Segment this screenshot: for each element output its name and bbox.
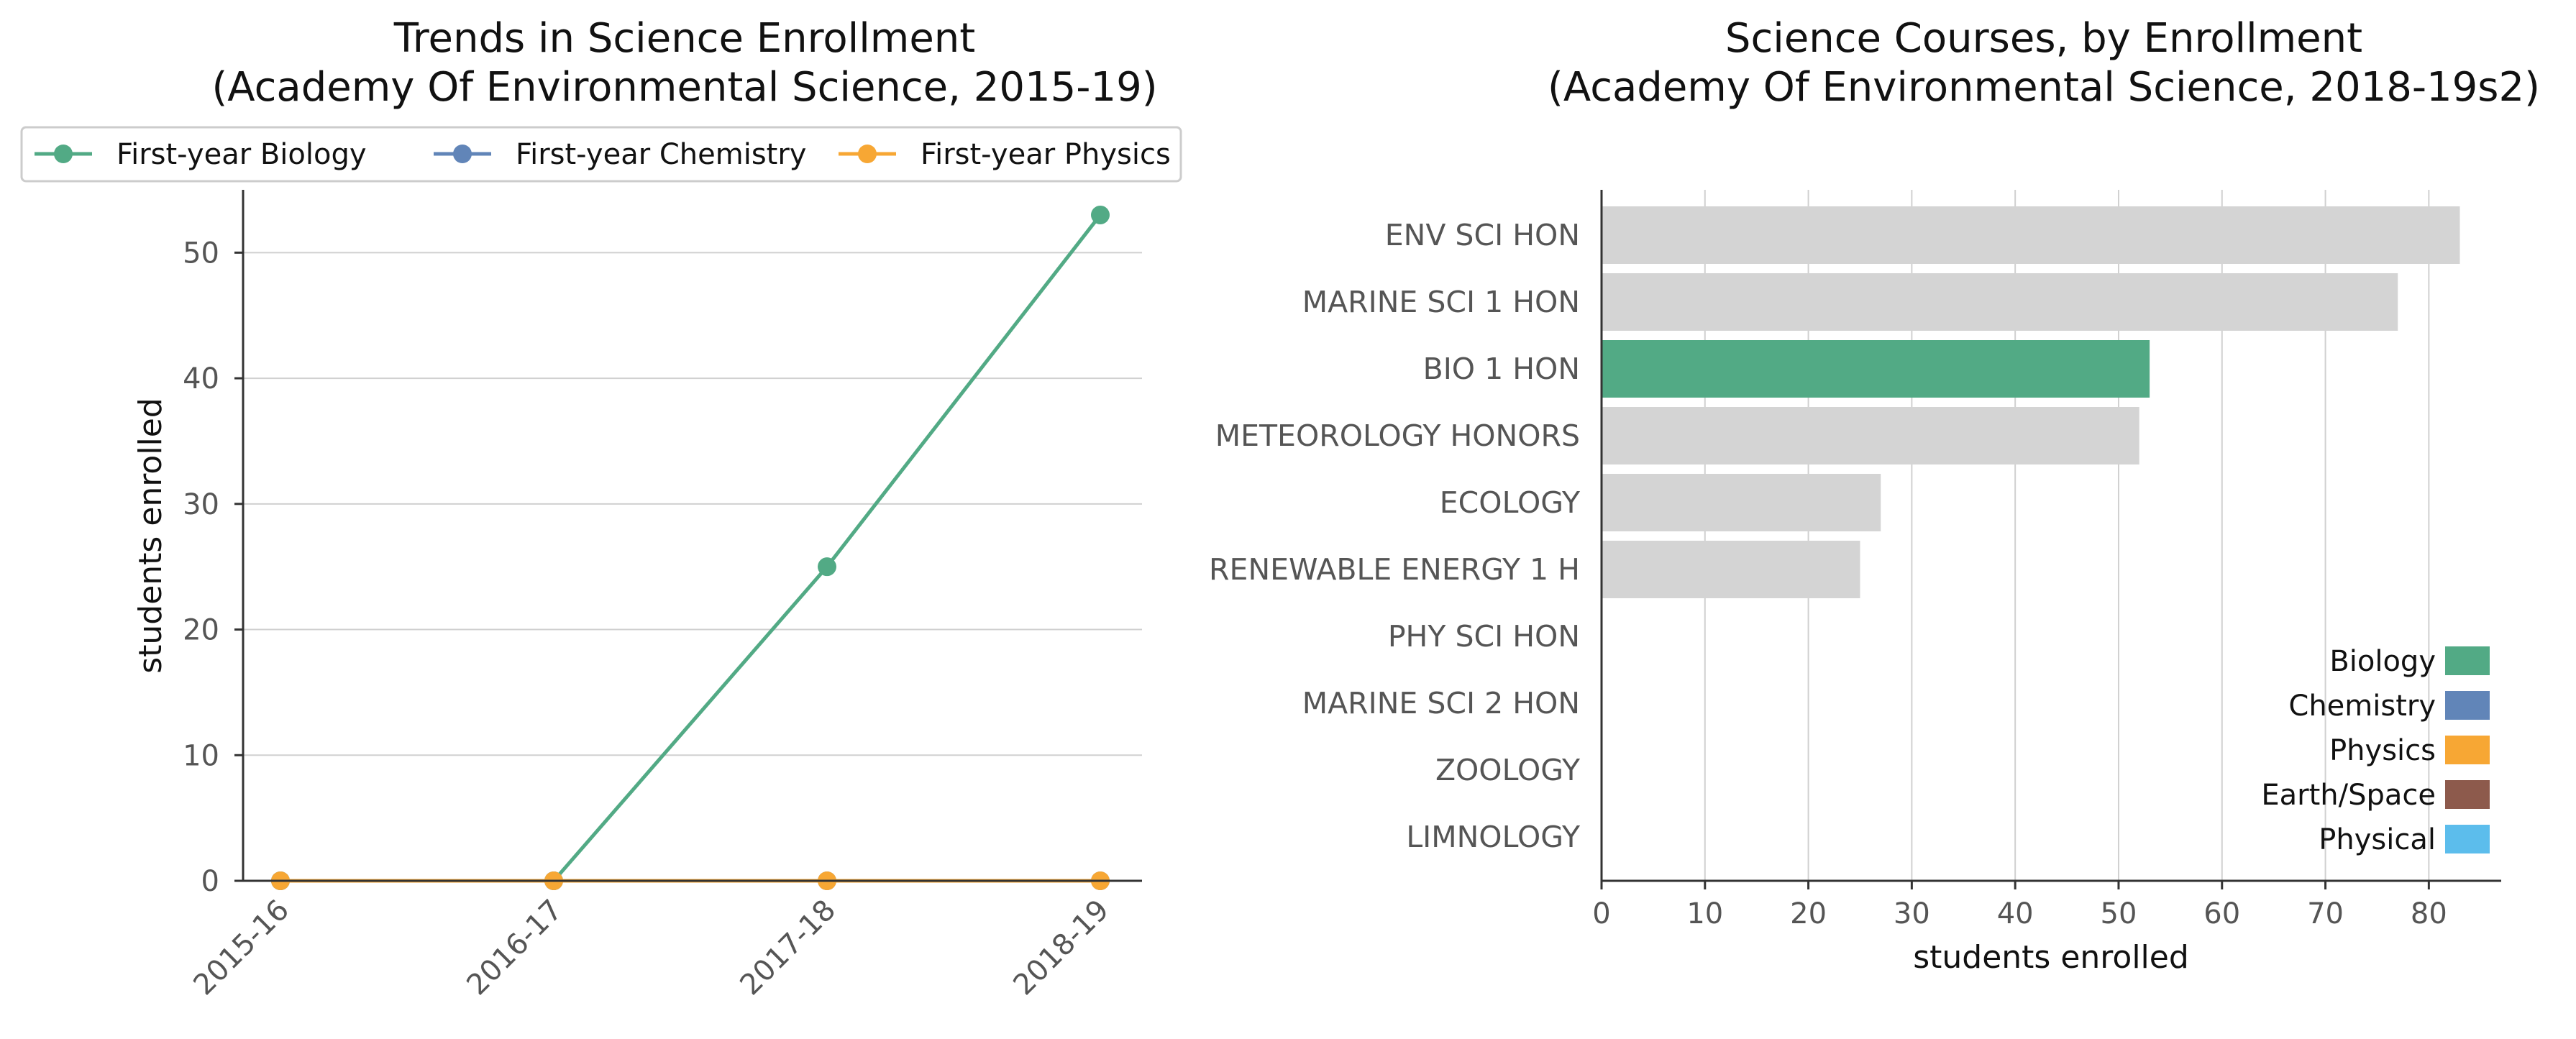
bar-category-label: MARINE SCI 2 HON <box>1302 686 1580 720</box>
line-chart-y-label: students enrolled <box>132 398 169 674</box>
bar-x-tick-label: 0 <box>1592 897 1610 930</box>
line-y-tick-label: 20 <box>183 614 219 647</box>
bar-chart-subtitle: (Academy Of Environmental Science, 2018-… <box>1548 64 2540 111</box>
bar-category-label: ZOOLOGY <box>1435 753 1581 787</box>
line-legend-frame <box>20 126 1182 183</box>
bar-chart-category-labels: ENV SCI HON MARINE SCI 1 HON BIO 1 HON METE… <box>1209 218 1581 854</box>
bar-category-label: METEOROLOGY HONORS <box>1215 418 1580 453</box>
bar-chart: Science Courses, by Enrollment (Academy … <box>1209 15 2540 976</box>
legend-marker-physics <box>858 145 877 163</box>
bar <box>1602 407 2139 464</box>
line-y-tick-label: 40 <box>183 362 219 395</box>
line-y-tick-label: 10 <box>183 739 219 772</box>
legend-label-physics: First-year Physics <box>921 138 1171 171</box>
bar-legend-label-earth_space: Earth/Space <box>2261 779 2436 812</box>
line-y-tick-label: 30 <box>183 488 219 521</box>
line-point-biology <box>1091 205 1110 224</box>
line-y-tick-label: 0 <box>201 865 219 898</box>
bar <box>1602 541 1860 598</box>
bar-x-tick-label: 60 <box>2203 897 2240 930</box>
bar-chart-x-label: students enrolled <box>1913 939 2189 976</box>
bar-x-tick-label: 20 <box>1790 897 1827 930</box>
bar-chart-x-ticks: 0 10 20 30 40 50 60 70 80 <box>1592 881 2447 930</box>
bar-legend-label-physics: Physics <box>2329 734 2436 767</box>
bar-legend-swatch-earth_space <box>2445 780 2490 809</box>
bar-category-label: ECOLOGY <box>1440 485 1581 520</box>
bar-x-tick-label: 50 <box>2101 897 2137 930</box>
line-chart-grid <box>243 252 1142 756</box>
bar <box>1602 474 1881 531</box>
bar-x-tick-label: 80 <box>2411 897 2447 930</box>
bar <box>1602 340 2150 398</box>
bar-category-label: MARINE SCI 1 HON <box>1302 285 1580 319</box>
line-point-biology <box>818 557 836 577</box>
bar-x-tick-label: 40 <box>1997 897 2034 930</box>
bar-legend-label-chemistry: Chemistry <box>2288 690 2436 723</box>
bar-legend-label-physical: Physical <box>2319 823 2436 856</box>
bar <box>1602 206 2460 264</box>
bar <box>1602 273 2398 331</box>
bar-x-tick-label: 70 <box>2307 897 2344 930</box>
legend-marker-biology <box>54 145 73 163</box>
line-y-tick-label: 50 <box>183 237 219 270</box>
bar-legend-swatch-physics <box>2445 736 2490 764</box>
line-chart-y-ticks: 0 10 20 30 40 50 <box>183 237 243 898</box>
legend-marker-chemistry <box>453 145 472 163</box>
bar-legend-swatch-physical <box>2445 825 2490 853</box>
bar-x-tick-label: 10 <box>1686 897 1723 930</box>
legend-label-biology: First-year Biology <box>117 138 367 171</box>
bar-category-label: ENV SCI HON <box>1385 218 1580 252</box>
legend-label-chemistry: First-year Chemistry <box>516 138 806 171</box>
bar-category-label: PHY SCI HON <box>1388 619 1580 654</box>
bar-x-tick-label: 30 <box>1894 897 1930 930</box>
bar-legend-swatch-biology <box>2445 646 2490 675</box>
bar-category-label: LIMNOLOGY <box>1406 820 1581 854</box>
bar-legend-label-biology: Biology <box>2329 645 2436 678</box>
bar-chart-title: Science Courses, by Enrollment <box>1725 15 2362 62</box>
line-chart-title: Trends in Science Enrollment <box>393 15 975 62</box>
bar-category-label: RENEWABLE ENERGY 1 H <box>1209 552 1580 587</box>
line-chart-subtitle: (Academy Of Environmental Science, 2015-… <box>211 64 1157 111</box>
bar-chart-bars <box>1602 206 2460 598</box>
line-chart-legend: First-year Biology First-year Chemistry Fi… <box>20 126 1182 183</box>
bar-chart-legend: Biology Chemistry Physics Earth/Space Physic… <box>2261 645 2490 856</box>
bar-legend-swatch-chemistry <box>2445 691 2490 720</box>
bar-category-label: BIO 1 HON <box>1423 352 1580 386</box>
